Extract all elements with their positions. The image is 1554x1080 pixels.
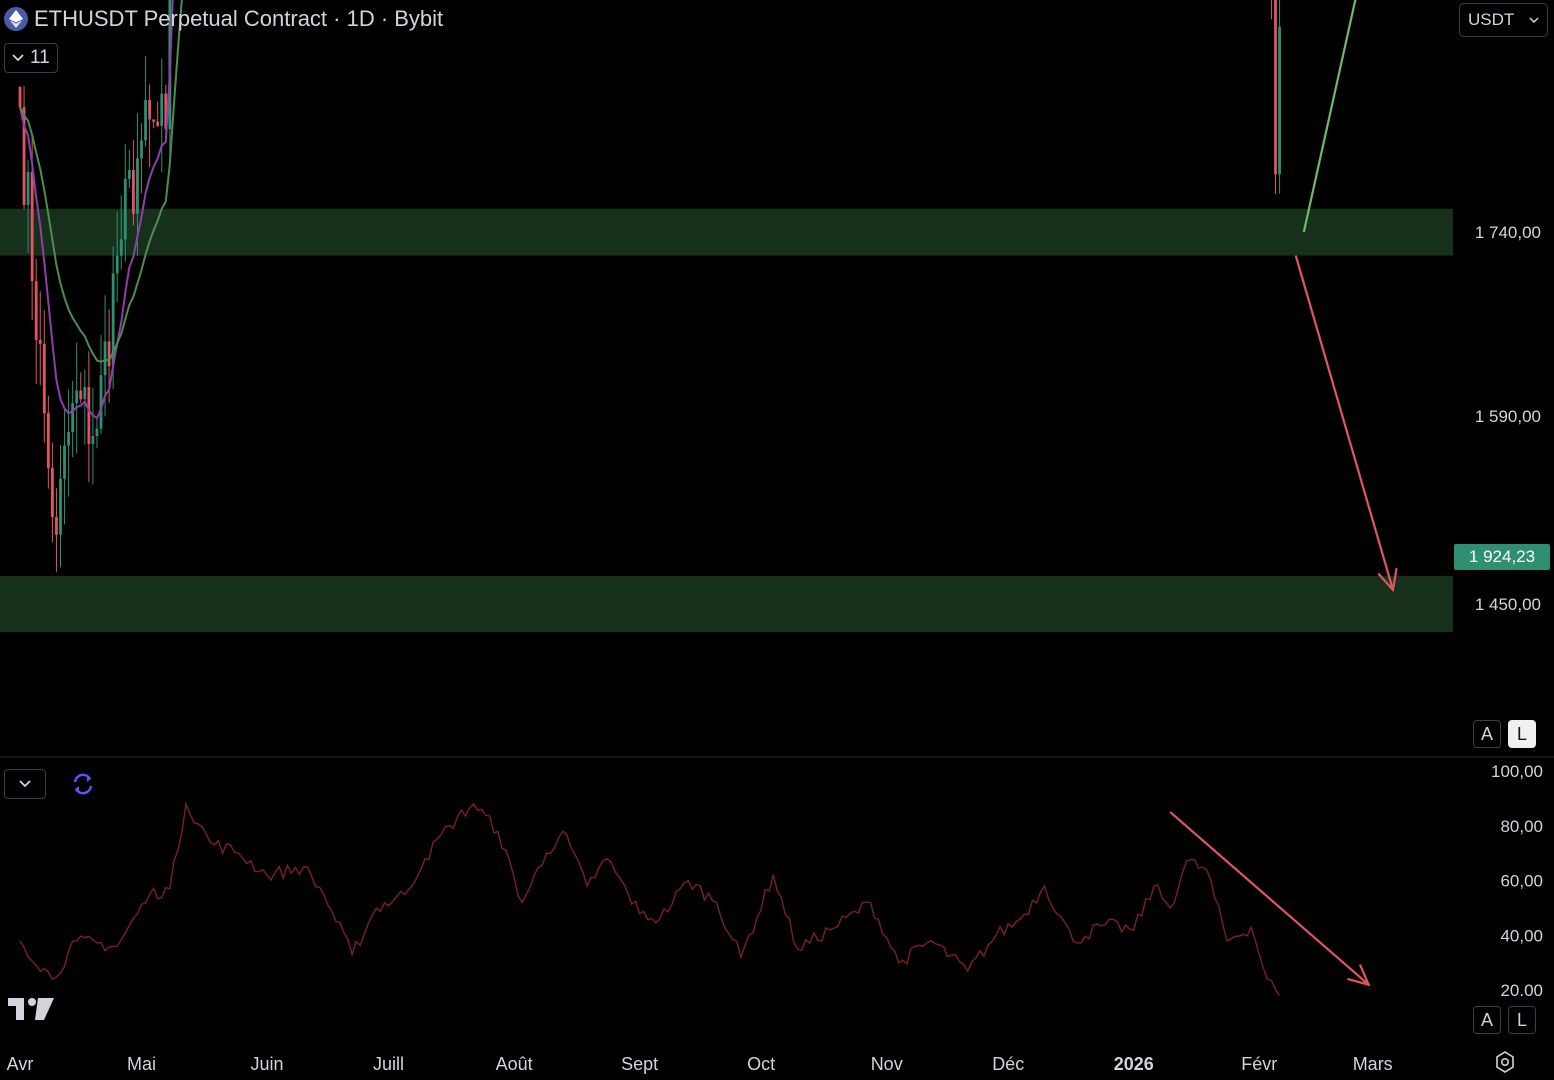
- tradingview-logo-icon: [8, 998, 54, 1020]
- candle: [1278, 0, 1281, 194]
- chart-title[interactable]: ETHUSDT Perpetual Contract · 1D · Bybit: [34, 6, 444, 31]
- candle: [115, 211, 119, 303]
- indicator-count: 11: [30, 47, 50, 68]
- candle: [91, 387, 95, 485]
- time-tick-label: Juill: [373, 1054, 404, 1074]
- scenario-arrows: [1294, 0, 1398, 593]
- candle: [46, 395, 50, 489]
- rsi-toggle-button[interactable]: [4, 769, 46, 799]
- time-tick-label: Août: [496, 1054, 533, 1074]
- support-zone-1[interactable]: [0, 575, 1453, 633]
- candle: [63, 408, 66, 525]
- ema-slow-line: [19, 0, 183, 363]
- time-tick-label: Sept: [621, 1054, 658, 1074]
- price-tick-label: 1 450,00: [1475, 595, 1541, 614]
- last-price-label: 1 924,23: [1454, 544, 1550, 570]
- rsi-line: [19, 801, 1281, 997]
- rsi-pane: [19, 801, 1371, 997]
- rsi-axis: 100,00 80,00 60,00 40,00 20.00: [1491, 762, 1543, 1000]
- time-tick-label: 2026: [1114, 1054, 1154, 1074]
- chevron-down-icon: [19, 780, 31, 788]
- candle: [51, 442, 54, 543]
- candle: [26, 159, 30, 253]
- candle: [132, 140, 135, 226]
- time-tick-label: Juin: [251, 1054, 284, 1074]
- candle: [99, 334, 103, 435]
- candle: [140, 123, 143, 194]
- candle: [75, 342, 79, 454]
- rsi-tick-label: 40,00: [1500, 926, 1543, 945]
- scenario-arrow-down[interactable]: [1294, 255, 1398, 593]
- candle: [67, 389, 70, 497]
- candle: [123, 144, 127, 262]
- time-tick-label: Févr: [1241, 1054, 1277, 1074]
- candle: [71, 380, 75, 458]
- time-axis: Avr Mai Juin Juill Août Sept Oct Nov Déc 2026 Févr…: [7, 1054, 1393, 1074]
- candle: [1270, 0, 1272, 20]
- rsi-trend-arrow[interactable]: [1169, 811, 1371, 987]
- candle: [87, 351, 91, 482]
- candle: [38, 291, 42, 386]
- sync-icon[interactable]: [70, 771, 96, 797]
- rsi-auto-scale-button[interactable]: A: [1473, 1006, 1501, 1034]
- ethereum-icon[interactable]: [4, 7, 28, 31]
- candle: [152, 119, 156, 129]
- time-tick-label: Mars: [1353, 1054, 1393, 1074]
- candle: [22, 86, 26, 210]
- time-tick-label: Nov: [871, 1054, 903, 1074]
- rsi-log-scale-button[interactable]: L: [1508, 1006, 1536, 1034]
- candle: [119, 195, 123, 270]
- candle: [156, 101, 160, 127]
- support-zone-0[interactable]: [0, 208, 1453, 256]
- candles-layer: [18, 0, 1281, 572]
- chart-header: ETHUSDT Perpetual Contract · 1D · Bybit: [4, 4, 443, 34]
- candle: [144, 55, 147, 147]
- candle: [160, 58, 164, 173]
- candle: [1274, 0, 1277, 195]
- log-scale-button[interactable]: L: [1508, 720, 1536, 748]
- rsi-tick-label: 20.00: [1500, 981, 1543, 1000]
- rsi-tick-label: 80,00: [1500, 817, 1543, 836]
- time-tick-label: Mai: [127, 1054, 156, 1074]
- chevron-down-icon: [1529, 17, 1539, 23]
- chevron-down-icon: [12, 54, 24, 62]
- auto-scale-button[interactable]: A: [1473, 720, 1501, 748]
- candle: [34, 258, 38, 385]
- price-tick-label: 1 740,00: [1475, 223, 1541, 242]
- candle: [83, 369, 87, 445]
- candle: [42, 310, 46, 443]
- time-tick-label: Oct: [747, 1054, 775, 1074]
- indicators-toggle-button[interactable]: 11: [4, 43, 58, 73]
- price-axis: 5 000,004 500,004 100,003 700,003 300,00…: [1475, 223, 1541, 614]
- candle: [18, 86, 22, 108]
- time-tick-label: Déc: [992, 1054, 1024, 1074]
- price-tick-label: 1 590,00: [1475, 407, 1541, 426]
- candle: [148, 84, 151, 167]
- candle: [79, 372, 83, 404]
- currency-select[interactable]: USDT: [1459, 3, 1548, 37]
- candle: [55, 488, 58, 572]
- candle: [59, 445, 62, 568]
- time-tick-label: Avr: [7, 1054, 34, 1074]
- candle: [127, 149, 131, 189]
- rsi-tick-label: 100,00: [1491, 762, 1543, 781]
- rsi-tick-label: 60,00: [1500, 872, 1543, 891]
- candle: [95, 418, 99, 449]
- zones-layer: [0, 208, 1453, 633]
- settings-icon[interactable]: [1493, 1050, 1517, 1074]
- scenario-arrow-up[interactable]: [1302, 0, 1394, 233]
- currency-label: USDT: [1468, 10, 1515, 29]
